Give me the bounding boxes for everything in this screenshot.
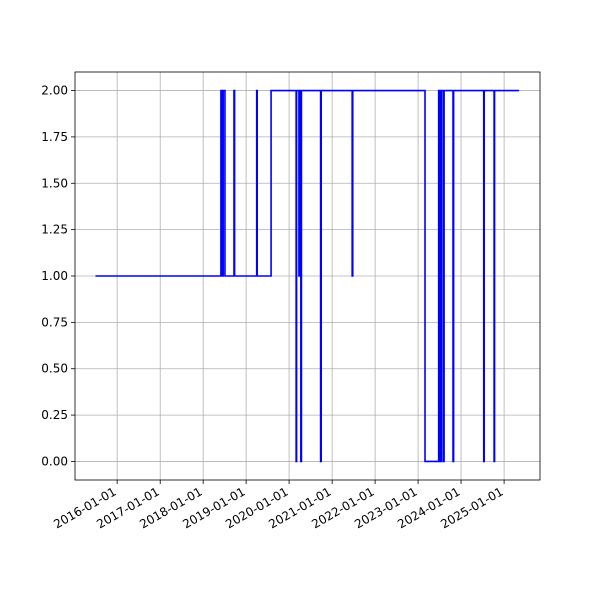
y-tick-label: 1.75: [41, 130, 68, 144]
plot-frame: [74, 71, 541, 481]
y-tick-label: 0.50: [41, 362, 68, 376]
y-tick-label: 1.25: [41, 223, 68, 237]
y-tick-label: 1.50: [41, 176, 68, 190]
y-tick-label: 0.00: [41, 454, 68, 468]
y-tick-label: 1.00: [41, 269, 68, 283]
y-tick-label: 0.75: [41, 315, 68, 329]
y-tick-label: 0.25: [41, 408, 68, 422]
y-tick-label: 2.00: [41, 84, 68, 98]
data-line: [95, 89, 520, 463]
